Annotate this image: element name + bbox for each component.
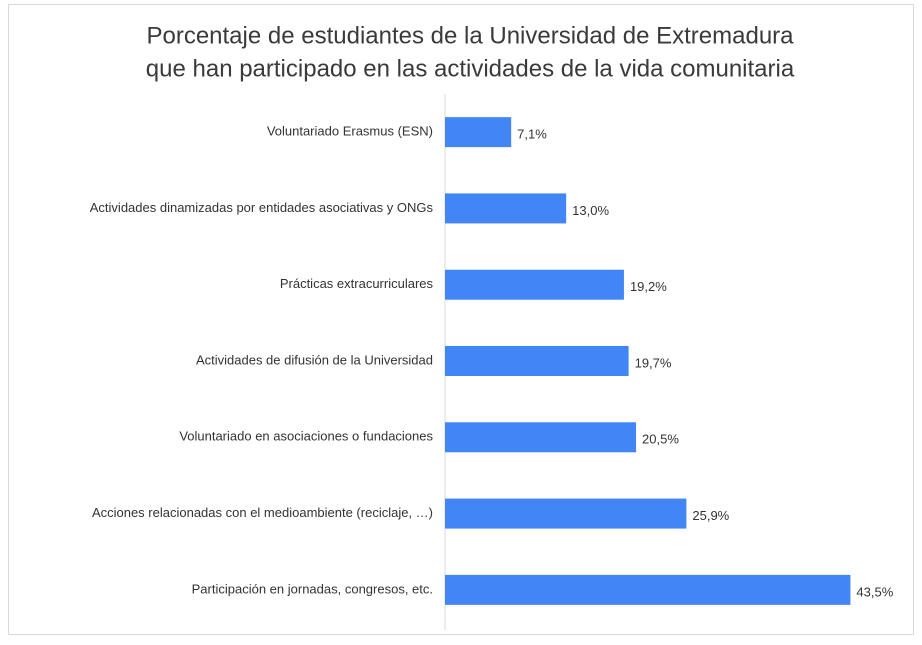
data-label: 20,5% [642,432,679,447]
y-tick-label: Voluntariado Erasmus (ESN) [267,124,433,139]
y-tick-label: Actividades de difusión de la Universida… [196,352,433,367]
data-label: 19,2% [630,279,667,294]
data-label: 7,1% [517,127,547,142]
bar [445,193,567,224]
y-tick-label: Actividades dinamizadas por entidades as… [90,200,434,215]
chart-title: Porcentaje de estudiantes de la Universi… [146,22,794,49]
y-tick-label: Voluntariado en asociaciones o fundacion… [179,429,433,444]
y-tick-label: Acciones relacionadas con el medioambien… [92,505,433,520]
data-label: 19,7% [635,355,672,370]
chart-frame [8,4,914,635]
bar [445,574,851,605]
bar [445,498,687,529]
y-tick-label: Prácticas extracurriculares [280,276,434,291]
data-label: 25,9% [692,508,729,523]
bar [445,117,512,148]
bar [445,422,637,453]
data-label: 43,5% [856,584,893,599]
chart-title: que han participado en las actividades d… [146,55,795,82]
y-tick-label: Participación en jornadas, congresos, et… [192,581,433,596]
bar [445,269,624,300]
data-label: 13,0% [572,203,609,218]
bar [445,346,629,376]
